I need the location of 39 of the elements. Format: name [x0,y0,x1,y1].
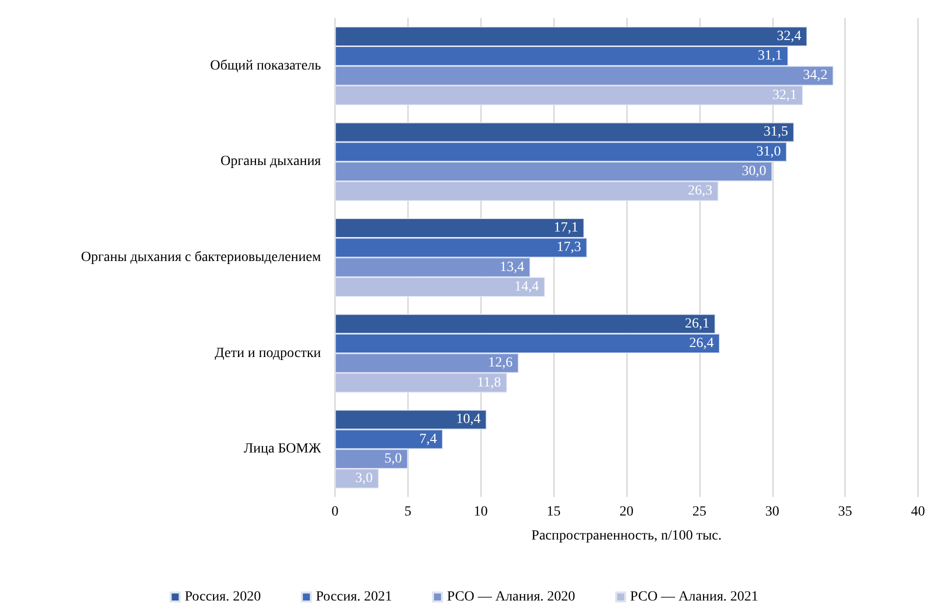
x-tick-label: 10 [474,504,488,520]
x-tick-label: 5 [404,504,412,520]
y-tick-label: Органы дыхания [220,154,322,170]
x-tick-label: 20 [620,504,634,520]
data-label: 31,1 [758,48,782,64]
data-label: 12,6 [488,356,513,371]
data-label: 31,5 [764,124,788,140]
x-axis-title: Распространенность, n/100 тыс. [531,528,722,544]
data-label: 34,2 [802,68,828,84]
legend-label: РСО — Алания. 2021 [630,590,758,604]
data-label: 17,1 [554,220,578,236]
data-label: 11,8 [477,375,501,390]
x-tick-label: 25 [692,504,706,520]
data-label: 30,0 [742,164,766,180]
x-tick-label: 30 [765,504,780,520]
y-tick-label: Общий показатель [210,58,321,74]
data-label: 5,0 [384,451,402,466]
legend-label: Россия. 2021 [316,590,392,604]
x-tick-label: 15 [546,504,561,520]
data-label: 3,0 [355,471,373,486]
y-tick-label: Дети и подростки [214,346,322,361]
x-tick-label: 40 [911,504,925,520]
legend-label: Россия. 2020 [184,590,261,604]
data-label: 10,4 [456,412,481,428]
data-label: 7,4 [419,432,437,447]
x-tick-label: 35 [838,504,852,520]
y-tick-label: Лица БОМЖ [244,442,322,457]
y-tick-label: Органы дыхания с бактериовыделением [80,250,322,265]
data-label: 32,4 [776,28,802,44]
data-label: 26,4 [689,336,714,351]
data-label: 26,3 [688,184,712,199]
legend-label: РСО — Алания. 2020 [447,590,576,604]
data-label: 17,3 [556,240,582,256]
data-label: 14,4 [514,279,539,294]
x-tick-label: 0 [332,504,338,520]
data-label: 31,0 [756,144,781,160]
data-label: 32,1 [772,88,797,103]
data-label: 13,4 [500,260,524,275]
data-label: 26,1 [684,316,710,332]
